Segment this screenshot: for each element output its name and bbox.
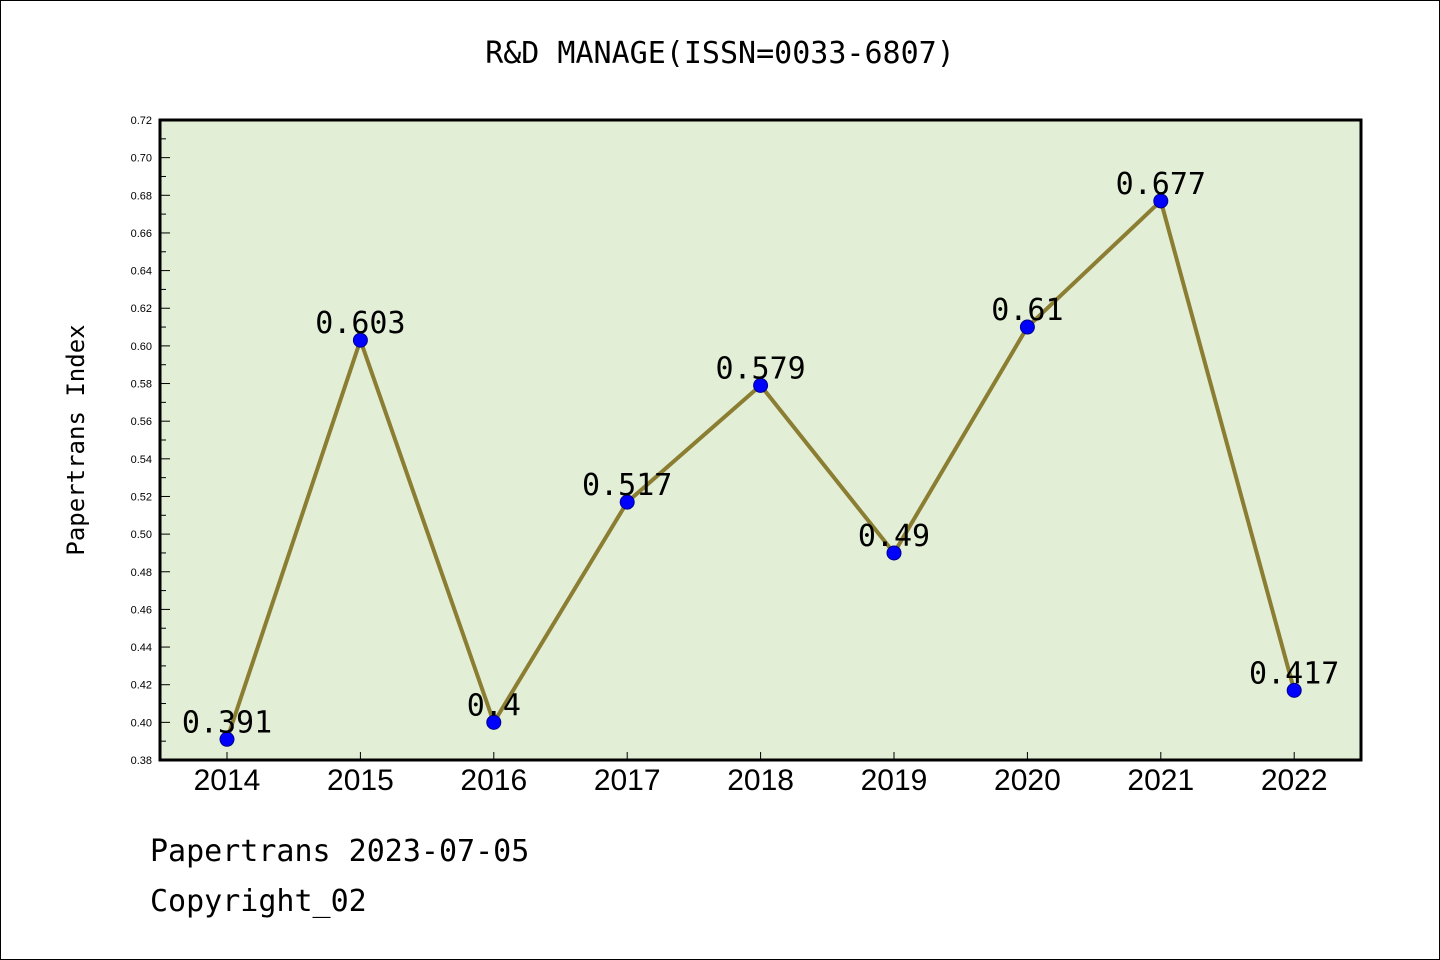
y-tick-label: 0.52 [131, 491, 152, 503]
y-tick-label: 0.48 [131, 567, 152, 579]
source-note: Papertrans 2023-07-05 [150, 834, 530, 869]
y-tick-label: 0.62 [131, 303, 152, 315]
x-tick-label: 2021 [1127, 764, 1194, 797]
y-tick-label: 0.56 [131, 416, 152, 428]
y-tick-label: 0.72 [131, 115, 152, 127]
x-tick-label: 2022 [1261, 764, 1328, 797]
y-axis: 0.38 0.40 0.42 0.44 0.46 0.48 0.50 0.52 0.54 0.56… [131, 115, 170, 767]
data-point [1286, 682, 1302, 698]
data-point [486, 714, 502, 730]
data-labels: 0.391 0.603 0.4 0.517 0.579 0.49 0.61 0.677 0.41… [182, 167, 1340, 740]
data-label: 0.49 [858, 519, 930, 554]
y-tick-label: 0.54 [131, 454, 152, 466]
y-tick-label: 0.46 [131, 604, 152, 616]
data-point [352, 332, 368, 348]
y-axis-label: Papertrans Index [62, 324, 90, 555]
plot-area [160, 120, 1361, 760]
y-tick-label: 0.42 [131, 680, 152, 692]
y-tick-label: 0.64 [131, 266, 152, 278]
data-label: 0.61 [991, 293, 1063, 328]
y-tick-label: 0.70 [131, 153, 152, 165]
data-point [1019, 319, 1035, 335]
chart-title: R&D MANAGE(ISSN=0033-6807) [485, 36, 955, 71]
x-tick-label: 2018 [727, 764, 794, 797]
data-point [219, 731, 235, 747]
x-tick-label: 2017 [594, 764, 661, 797]
copyright-note: Copyright_02 [150, 884, 367, 919]
data-label: 0.417 [1249, 656, 1339, 691]
y-tick-label: 0.66 [131, 228, 152, 240]
x-tick-label: 2019 [861, 764, 928, 797]
x-tick-label: 2016 [460, 764, 527, 797]
data-point [619, 494, 635, 510]
data-label: 0.603 [315, 306, 405, 341]
y-tick-label: 0.40 [131, 717, 152, 729]
data-label: 0.517 [582, 468, 672, 503]
y-tick-label: 0.58 [131, 379, 152, 391]
y-tick-label: 0.68 [131, 190, 152, 202]
data-point [886, 545, 902, 561]
x-tick-label: 2020 [994, 764, 1061, 797]
data-label: 0.677 [1116, 167, 1206, 202]
plot-border [158, 118, 1363, 762]
y-tick-label: 0.44 [131, 642, 152, 654]
y-tick-label: 0.60 [131, 341, 152, 353]
data-point [1153, 193, 1169, 209]
x-axis: 2014 2015 2016 2017 2018 2019 2020 2021 2022 [194, 752, 1328, 797]
data-point [753, 377, 769, 393]
data-label: 0.4 [467, 688, 521, 723]
x-tick-label: 2015 [327, 764, 394, 797]
x-tick-label: 2014 [194, 764, 261, 797]
data-label: 0.579 [715, 351, 805, 386]
y-tick-label: 0.50 [131, 529, 152, 541]
data-label: 0.391 [182, 705, 272, 740]
data-markers [219, 193, 1302, 747]
y-tick-label: 0.38 [131, 755, 152, 767]
